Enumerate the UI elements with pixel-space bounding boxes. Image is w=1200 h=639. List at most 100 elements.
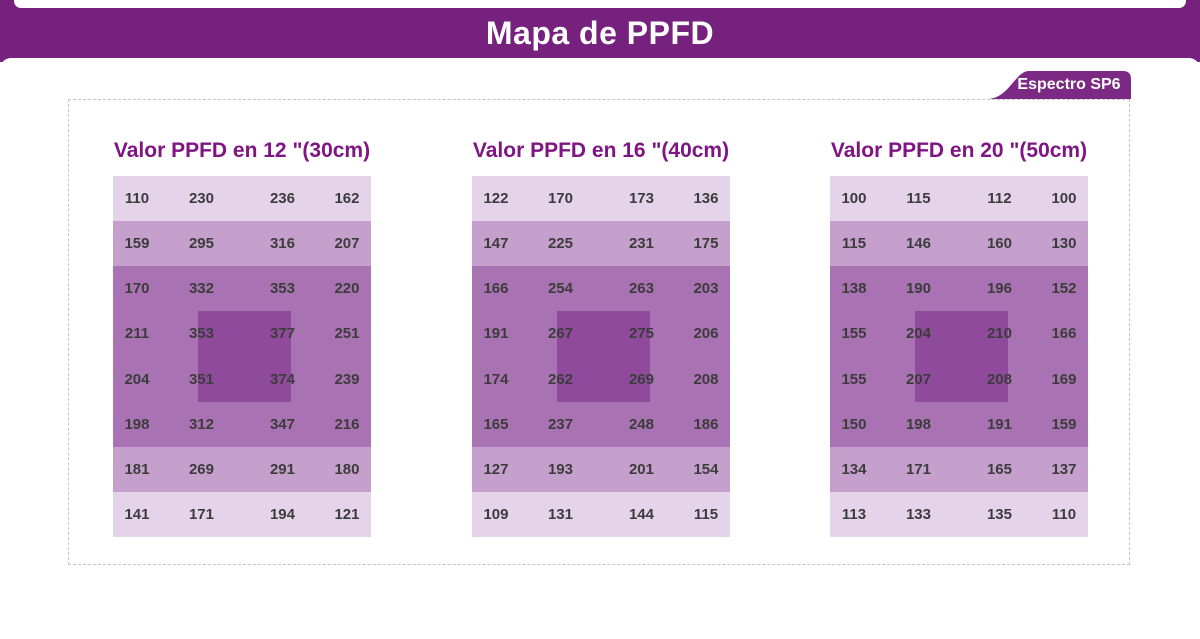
top-sliver: [14, 0, 1186, 8]
ppfd-cell: 231: [628, 235, 654, 253]
ppfd-cell: 194: [269, 505, 295, 523]
ppfd-cell: 239: [334, 370, 360, 388]
ppfd-cell: 130: [1051, 235, 1077, 253]
heatmap-row: 113 133 135 110: [830, 491, 1088, 537]
ppfd-cell: 204: [905, 325, 931, 343]
page-title: Mapa de PPFD: [485, 15, 715, 51]
ppfd-cell: 112: [987, 190, 1012, 208]
ppfd-cell: 169: [1051, 370, 1077, 388]
heatmap-row: 109 131 144 115: [472, 491, 730, 537]
ppfd-cell: 122: [483, 190, 509, 208]
ppfd-cell: 121: [334, 505, 360, 523]
ppfd-cell: 166: [483, 280, 509, 298]
ppfd-cell: 100: [1051, 190, 1077, 208]
ppfd-table-40cm: Valor PPFD en 16 "(40cm) 122 170 173 136 147…: [472, 138, 730, 537]
ppfd-cell: 206: [693, 325, 719, 343]
heatmap-row: 147 225 231 175: [472, 221, 730, 267]
heatmap-row: 127 193 201 154: [472, 446, 730, 492]
ppfd-cell: 208: [693, 370, 719, 388]
heatmap-row: 166 254 263 203: [472, 266, 730, 312]
ppfd-cell: 110: [124, 190, 150, 208]
ppfd-heatmap: 110 230 236 162 159 295 316 207 170 332 353 220 211 3…: [113, 176, 371, 537]
ppfd-cell: 133: [905, 505, 931, 523]
ppfd-cell: 175: [693, 235, 719, 253]
heatmap-row: 211 353 377 251: [113, 311, 371, 357]
ppfd-cell: 332: [188, 280, 214, 298]
ppfd-cell: 312: [188, 415, 214, 433]
header-banner: Mapa de PPFD: [0, 0, 1200, 62]
ppfd-cell: 138: [841, 280, 867, 298]
ppfd-cell: 374: [269, 370, 295, 388]
center-hotspot: [198, 311, 291, 403]
ppfd-cell: 159: [124, 235, 150, 253]
ppfd-cell: 267: [547, 325, 573, 343]
ppfd-cell: 173: [628, 190, 654, 208]
ppfd-cell: 165: [483, 415, 509, 433]
ppfd-cell: 137: [1051, 460, 1077, 478]
ppfd-map-panel: Valor PPFD en 12 "(30cm) 110 230 236 162 159…: [68, 99, 1130, 565]
heatmap-row: 165 237 248 186: [472, 401, 730, 447]
ppfd-cell: 193: [547, 460, 573, 478]
ppfd-table-30cm: Valor PPFD en 12 "(30cm) 110 230 236 162 159…: [113, 138, 371, 537]
ppfd-cell: 269: [628, 370, 654, 388]
ppfd-cell: 353: [269, 280, 295, 298]
ppfd-cell: 115: [906, 190, 931, 208]
ppfd-cell: 135: [986, 505, 1012, 523]
ppfd-cell: 131: [547, 505, 573, 523]
heatmap-row: 115 146 160 130: [830, 221, 1088, 267]
ppfd-cell: 171: [905, 460, 931, 478]
heatmap-row: 138 190 196 152: [830, 266, 1088, 312]
ppfd-cell: 220: [334, 280, 360, 298]
ppfd-cell: 196: [986, 280, 1012, 298]
ppfd-cell: 211: [124, 325, 150, 343]
heatmap-row: 150 198 191 159: [830, 401, 1088, 447]
ppfd-cell: 203: [693, 280, 719, 298]
ppfd-cell: 152: [1051, 280, 1077, 298]
badge-label: Espectro SP6: [1017, 76, 1121, 93]
ppfd-cell: 144: [628, 505, 654, 523]
ppfd-cell: 174: [483, 370, 509, 388]
heatmap-row: 141 171 194 121: [113, 491, 371, 537]
ppfd-table-title: Valor PPFD en 12 "(30cm): [113, 139, 371, 162]
ppfd-cell: 263: [628, 280, 654, 298]
badge-ribbon-shape: [987, 71, 1131, 99]
ppfd-cell: 170: [547, 190, 573, 208]
ppfd-cell: 115: [693, 505, 719, 523]
ppfd-cell: 208: [986, 370, 1012, 388]
ppfd-cell: 204: [124, 370, 150, 388]
ppfd-cell: 353: [188, 325, 214, 343]
ppfd-cell: 134: [841, 460, 867, 478]
ppfd-cell: 147: [483, 235, 509, 253]
ppfd-cell: 170: [124, 280, 150, 298]
heatmap-row: 198 312 347 216: [113, 401, 371, 447]
ppfd-cell: 275: [628, 325, 654, 343]
spectrum-badge: Espectro SP6: [985, 70, 1131, 99]
center-hotspot: [915, 311, 1008, 403]
ppfd-cell: 146: [905, 235, 931, 253]
ppfd-cell: 141: [124, 505, 150, 523]
ppfd-cell: 201: [628, 460, 654, 478]
ppfd-cell: 210: [986, 325, 1012, 343]
ppfd-cell: 191: [483, 325, 509, 343]
ppfd-cell: 198: [124, 415, 150, 433]
ppfd-cell: 347: [269, 415, 295, 433]
ppfd-cell: 180: [334, 460, 360, 478]
ppfd-cell: 198: [905, 415, 931, 433]
ppfd-cell: 115: [841, 235, 867, 253]
heatmap-row: 170 332 353 220: [113, 266, 371, 312]
heatmap-row: 110 230 236 162: [113, 176, 371, 222]
ppfd-cell: 207: [334, 235, 360, 253]
ppfd-cell: 136: [693, 190, 719, 208]
ppfd-cell: 155: [841, 325, 867, 343]
ppfd-cell: 230: [188, 190, 214, 208]
ppfd-cell: 291: [269, 460, 295, 478]
ppfd-cell: 186: [693, 415, 719, 433]
ppfd-cell: 248: [628, 415, 654, 433]
content-card: Espectro SP6 Valor PPFD en 12 "(30cm) 11…: [0, 58, 1200, 639]
ppfd-cell: 171: [188, 505, 214, 523]
ppfd-cell: 191: [986, 415, 1012, 433]
ppfd-cell: 190: [905, 280, 931, 298]
ppfd-cell: 269: [188, 460, 214, 478]
ppfd-heatmap: 122 170 173 136 147 225 231 175 166 254 263 203 191 2…: [472, 176, 730, 537]
